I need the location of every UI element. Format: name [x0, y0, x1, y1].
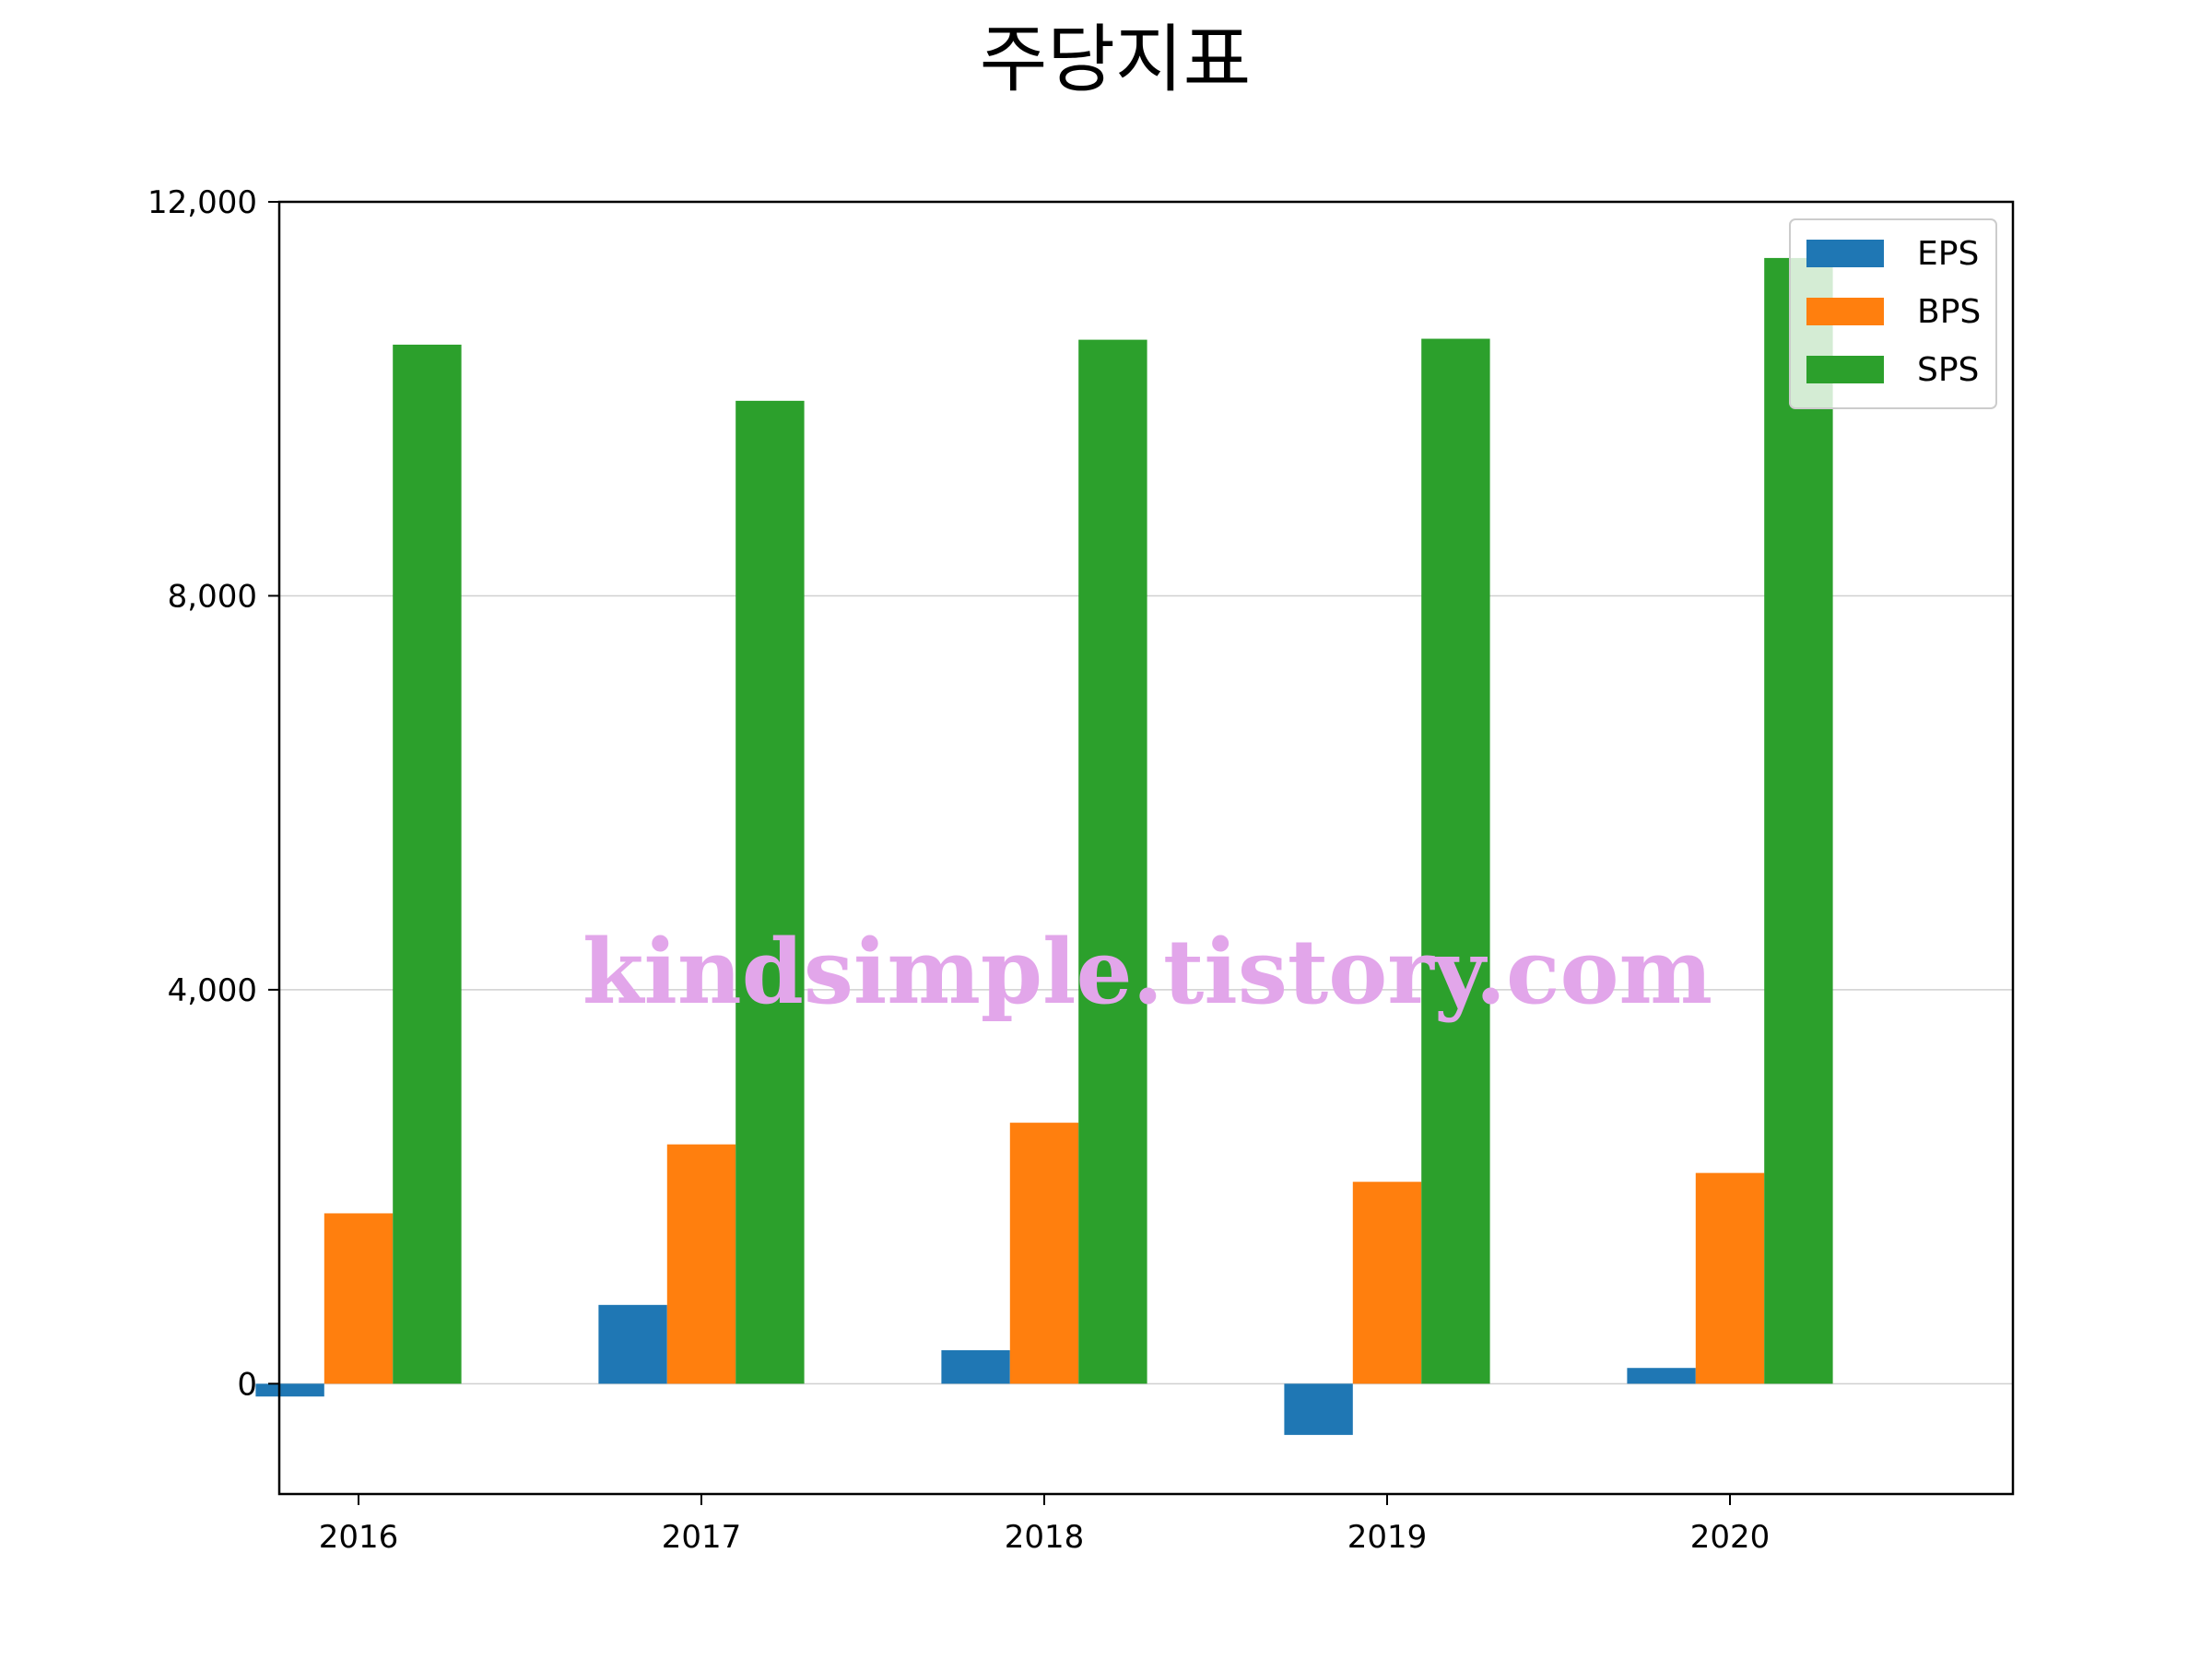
bar-sps-2020: [1764, 257, 1833, 1384]
x-tick-label: 2019: [1347, 1519, 1428, 1556]
legend-swatch-eps: [1806, 240, 1884, 267]
x-tick-label: 2020: [1690, 1519, 1771, 1556]
bar-bps-2019: [1352, 1182, 1422, 1384]
bar-bps-2018: [1009, 1123, 1079, 1384]
watermark-text: kindsimple.tistory.com: [582, 920, 1712, 1024]
x-tick-label: 2018: [1005, 1519, 1085, 1556]
legend-label-sps: SPS: [1917, 351, 1979, 389]
chart-title: 주당지표: [980, 17, 1251, 102]
y-tick-label: 4,000: [168, 972, 257, 1009]
bars: [255, 257, 1833, 1435]
bar-sps-2019: [1421, 338, 1490, 1384]
y-tick-label: 8,000: [168, 578, 257, 615]
bar-eps-2016: [255, 1383, 324, 1397]
bar-sps-2018: [1078, 339, 1147, 1384]
bar-bps-2016: [324, 1213, 394, 1384]
plot-frame: [277, 200, 2015, 1496]
bar-eps-2018: [941, 1349, 1010, 1384]
legend-label-bps: BPS: [1917, 293, 1981, 331]
bar-eps-2017: [598, 1304, 667, 1384]
bar-sps-2017: [735, 400, 805, 1384]
x-tick-label: 2017: [662, 1519, 742, 1556]
bar-eps-2019: [1284, 1383, 1353, 1435]
y-tick-label: 12,000: [147, 184, 257, 221]
y-axis: 0 4,000 8,000 12,000: [147, 184, 279, 1403]
legend-label-eps: EPS: [1917, 235, 1979, 273]
legend-swatch-bps: [1806, 298, 1884, 325]
bar-bps-2017: [666, 1144, 736, 1384]
x-axis: 2016 2017 2018 2019 2020: [319, 1494, 1771, 1556]
y-tick-label: 0: [237, 1366, 257, 1403]
bar-eps-2020: [1627, 1368, 1696, 1384]
legend: EPS BPS SPS: [1789, 218, 1997, 409]
x-tick-label: 2016: [319, 1519, 399, 1556]
legend-swatch-sps: [1806, 356, 1884, 383]
bar-bps-2020: [1695, 1172, 1765, 1384]
bar-sps-2016: [393, 344, 462, 1384]
